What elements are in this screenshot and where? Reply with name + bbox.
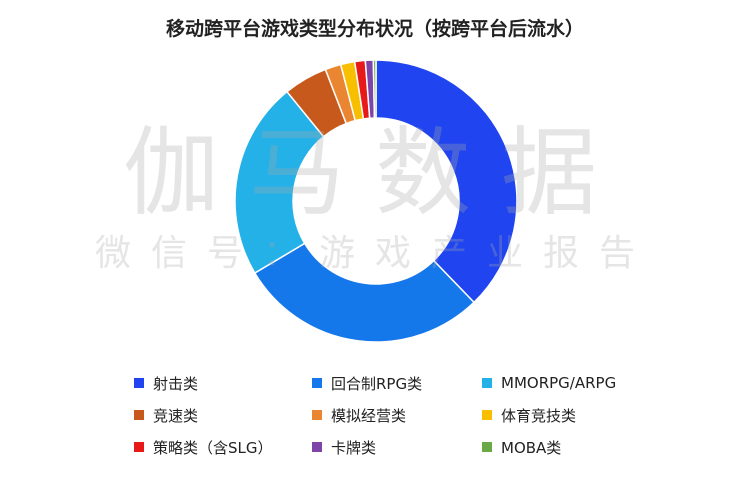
legend-item: 卡牌类 bbox=[312, 436, 482, 458]
legend-label: 射击类 bbox=[153, 374, 199, 393]
chart-title: 移动跨平台游戏类型分布状况（按跨平台后流水） bbox=[165, 18, 584, 40]
legend-label: 回合制RPG类 bbox=[331, 374, 423, 393]
legend-swatch bbox=[312, 378, 322, 388]
donut-slice-1 bbox=[375, 59, 518, 304]
legend-swatch bbox=[312, 442, 322, 452]
legend-item: 模拟经营类 bbox=[312, 404, 482, 426]
legend-item: 竞速类 bbox=[134, 404, 312, 426]
legend-swatch bbox=[482, 410, 492, 420]
legend-item: MOBA类 bbox=[482, 436, 654, 458]
legend-label: 竞速类 bbox=[153, 406, 199, 425]
legend-label: 模拟经营类 bbox=[331, 406, 407, 425]
legend-item: 体育竞技类 bbox=[482, 404, 654, 426]
legend-label: 策略类（含SLG） bbox=[153, 438, 273, 457]
legend-swatch bbox=[134, 410, 144, 420]
legend-label: MMORPG/ARPG bbox=[501, 374, 617, 392]
donut-slice-3 bbox=[234, 90, 325, 275]
legend-swatch bbox=[134, 378, 144, 388]
donut-chart bbox=[234, 59, 518, 343]
donut-slice-2 bbox=[253, 242, 476, 343]
legend-swatch bbox=[134, 442, 144, 452]
legend-label: 体育竞技类 bbox=[501, 406, 577, 425]
legend-item: 策略类（含SLG） bbox=[134, 436, 312, 458]
legend-item: 射击类 bbox=[134, 372, 312, 394]
legend-swatch bbox=[482, 378, 492, 388]
donut-slice-9 bbox=[372, 59, 377, 119]
legend-item: MMORPG/ARPG bbox=[482, 372, 654, 394]
legend-label: MOBA类 bbox=[501, 438, 562, 457]
legend-label: 卡牌类 bbox=[331, 438, 377, 457]
legend: 射击类 回合制RPG类 MMORPG/ARPG 竞速类 模拟经营类 体育竞技类策略类（含S… bbox=[134, 372, 654, 458]
legend-swatch bbox=[482, 442, 492, 452]
legend-swatch bbox=[312, 410, 322, 420]
legend-item: 回合制RPG类 bbox=[312, 372, 482, 394]
